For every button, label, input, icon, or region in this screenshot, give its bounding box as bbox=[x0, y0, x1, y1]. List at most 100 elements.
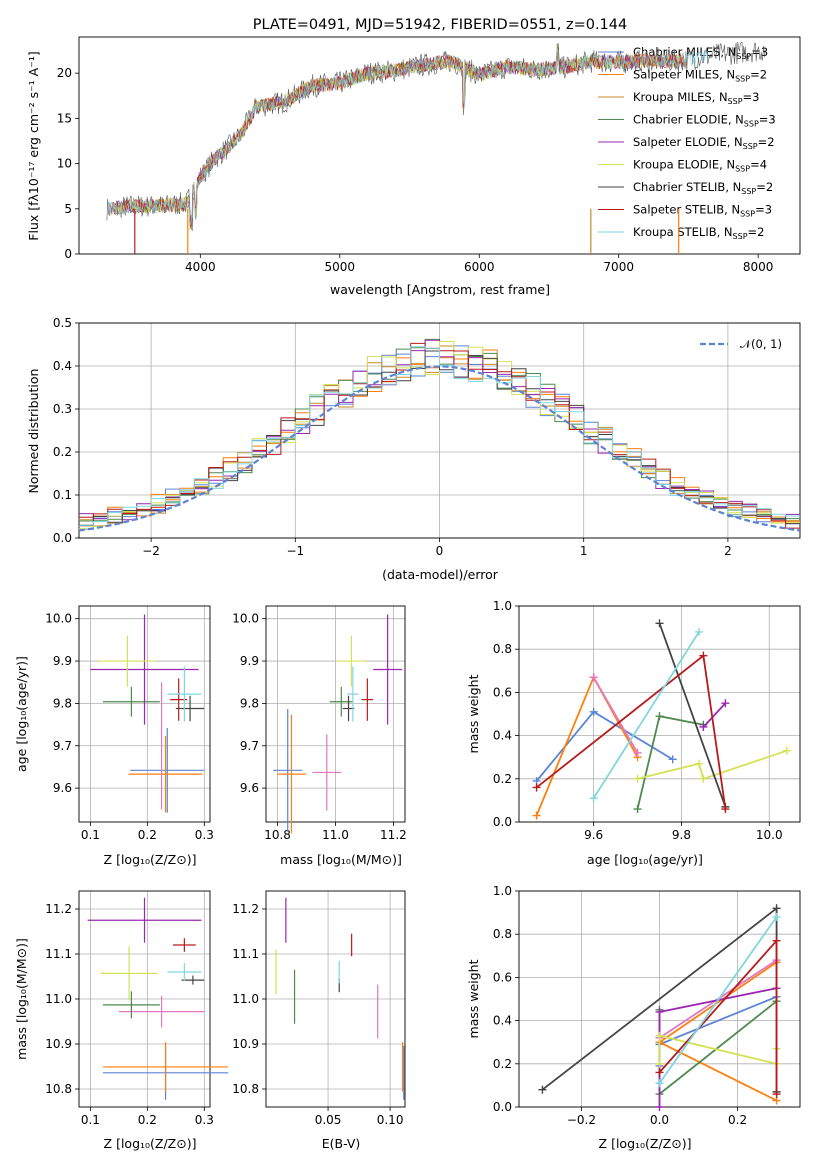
weight-z-ylabel: mass weight bbox=[466, 959, 481, 1038]
legend-suffix: =3 bbox=[743, 90, 760, 104]
errorbar-point bbox=[329, 686, 353, 717]
x-tick-label: 11.2 bbox=[380, 828, 407, 842]
weight-marker bbox=[655, 1007, 664, 1016]
y-tick-label: 15 bbox=[57, 111, 72, 125]
y-tick-label: 9.9 bbox=[53, 654, 72, 668]
legend-suffix: =2 bbox=[758, 135, 775, 149]
weight-series-5 bbox=[637, 749, 788, 780]
weight-marker bbox=[782, 746, 791, 755]
legend-entry: Kroupa MILES, NSSP=3 bbox=[633, 90, 759, 106]
x-tick-label: 0.1 bbox=[81, 828, 100, 842]
y-tick-label: 9.7 bbox=[53, 739, 72, 753]
y-tick-label: 0.0 bbox=[493, 1100, 512, 1114]
weight-marker bbox=[532, 811, 541, 820]
weight-marker bbox=[655, 1079, 664, 1088]
age-z-ylabel: age [log₁₀(age/yr)] bbox=[14, 656, 29, 772]
histogram-xlabel: (data-model)/error bbox=[382, 567, 499, 582]
plot-frame bbox=[518, 605, 801, 823]
legend-subscript: SSP bbox=[740, 210, 755, 219]
legend-entry: Salpeter STELIB, NSSP=3 bbox=[633, 203, 772, 219]
x-tick-label: 0.2 bbox=[728, 1113, 747, 1127]
errorbar-point bbox=[373, 614, 403, 725]
errorbar-point bbox=[102, 991, 160, 1019]
x-tick-label: 10.0 bbox=[756, 828, 783, 842]
x-tick-label: 11.0 bbox=[322, 828, 349, 842]
legend-subscript: SSP bbox=[736, 52, 751, 61]
weight-series-3 bbox=[636, 715, 704, 810]
residual-histogram-panel: (data-model)/error Normed distribution 𝒩… bbox=[26, 316, 801, 582]
y-tick-label: 10.0 bbox=[45, 612, 72, 626]
x-tick-label: 9.6 bbox=[584, 828, 603, 842]
x-tick-label: 0.3 bbox=[195, 1113, 214, 1127]
weight-marker bbox=[668, 755, 677, 764]
errorbar-point bbox=[167, 963, 202, 981]
y-tick-label: 11.1 bbox=[45, 947, 72, 961]
errorbar-point bbox=[347, 666, 359, 722]
y-tick-label: 9.7 bbox=[240, 739, 259, 753]
age-z-xlabel: Z [log₁₀(Z/Z⊙)] bbox=[104, 852, 197, 867]
weight-marker bbox=[655, 712, 664, 721]
x-tick-label: 0 bbox=[436, 544, 444, 558]
x-tick-label: 0.1 bbox=[81, 1113, 100, 1127]
x-tick-label: −0.2 bbox=[567, 1113, 596, 1127]
errorbar-point bbox=[273, 708, 303, 832]
legend-subscript: SSP bbox=[728, 97, 743, 106]
weight-series-4 bbox=[702, 702, 727, 728]
y-tick-label: 0.6 bbox=[493, 685, 512, 699]
weight-marker bbox=[699, 651, 708, 660]
errorbar-point bbox=[102, 686, 160, 717]
legend-suffix: =2 bbox=[750, 68, 767, 82]
spectrum-xlabel: wavelength [Angstrom, rest frame] bbox=[330, 282, 550, 297]
x-tick-label: 0.10 bbox=[377, 1113, 404, 1127]
legend-suffix: =2 bbox=[748, 225, 765, 239]
y-tick-label: 0.4 bbox=[53, 359, 72, 373]
legend-entry: Salpeter MILES, NSSP=2 bbox=[633, 68, 767, 84]
weight-marker bbox=[633, 805, 642, 814]
weight-series-8 bbox=[592, 631, 700, 799]
errorbar-point bbox=[277, 714, 306, 834]
weight-marker bbox=[655, 619, 664, 628]
y-tick-label: 9.6 bbox=[240, 781, 259, 795]
histogram-ylabel: Normed distribution bbox=[26, 369, 41, 494]
errorbar-point bbox=[98, 635, 156, 687]
y-tick-label: 0.1 bbox=[53, 488, 72, 502]
errorbar-point bbox=[361, 678, 374, 721]
weight-marker bbox=[655, 1031, 664, 1040]
age-mass-xlabel: mass [log₁₀(M/M⊙)] bbox=[280, 852, 402, 867]
errorbar-point bbox=[130, 727, 205, 813]
legend-subscript: SSP bbox=[735, 165, 750, 174]
spectrum-series-8 bbox=[109, 47, 710, 226]
y-tick-label: 10.0 bbox=[232, 612, 259, 626]
y-tick-label: 9.8 bbox=[240, 696, 259, 710]
y-tick-label: 0.2 bbox=[493, 772, 512, 786]
x-tick-label: 0.3 bbox=[195, 828, 214, 842]
weight-marker bbox=[589, 707, 598, 716]
legend-suffix: =3 bbox=[759, 113, 776, 127]
weight-vs-age-panel: age [log₁₀(age/yr)] mass weight 9.6 9.8 10… bbox=[466, 599, 801, 867]
histogram-legend-label: 𝒩(0, 1) bbox=[740, 337, 782, 351]
x-tick-label: 7000 bbox=[603, 260, 634, 274]
weight-marker bbox=[532, 783, 541, 792]
y-tick-label: 10.8 bbox=[232, 1082, 259, 1096]
legend-suffix: =4 bbox=[750, 158, 767, 172]
x-tick-label: 10.8 bbox=[264, 828, 291, 842]
y-tick-label: 10.8 bbox=[45, 1082, 72, 1096]
y-tick-label: 9.8 bbox=[53, 696, 72, 710]
weight-series-6 bbox=[658, 622, 727, 808]
legend-suffix: =3 bbox=[755, 203, 772, 217]
weight-age-xlabel: age [log₁₀(age/yr)] bbox=[587, 852, 703, 867]
y-tick-label: 10.9 bbox=[45, 1037, 72, 1051]
age-vs-metallicity-panel: Z [log₁₀(Z/Z⊙)] age [log₁₀(age/yr)] 0.1 0… bbox=[14, 605, 214, 867]
weight-z-xlabel: Z [log₁₀(Z/Z⊙)] bbox=[599, 1136, 692, 1151]
spectrum-series-7 bbox=[116, 46, 685, 227]
y-tick-label: 0.3 bbox=[53, 402, 72, 416]
y-tick-label: 0.2 bbox=[493, 1057, 512, 1071]
weight-marker bbox=[695, 627, 704, 636]
y-tick-label: 0.5 bbox=[53, 316, 72, 330]
legend-entry: Chabrier ELODIE, NSSP=3 bbox=[633, 113, 776, 129]
y-tick-label: 11.1 bbox=[232, 947, 259, 961]
weight-marker bbox=[721, 805, 730, 814]
mass-z-xlabel: Z [log₁₀(Z/Z⊙)] bbox=[104, 1136, 197, 1151]
errorbar-point bbox=[100, 946, 158, 1001]
